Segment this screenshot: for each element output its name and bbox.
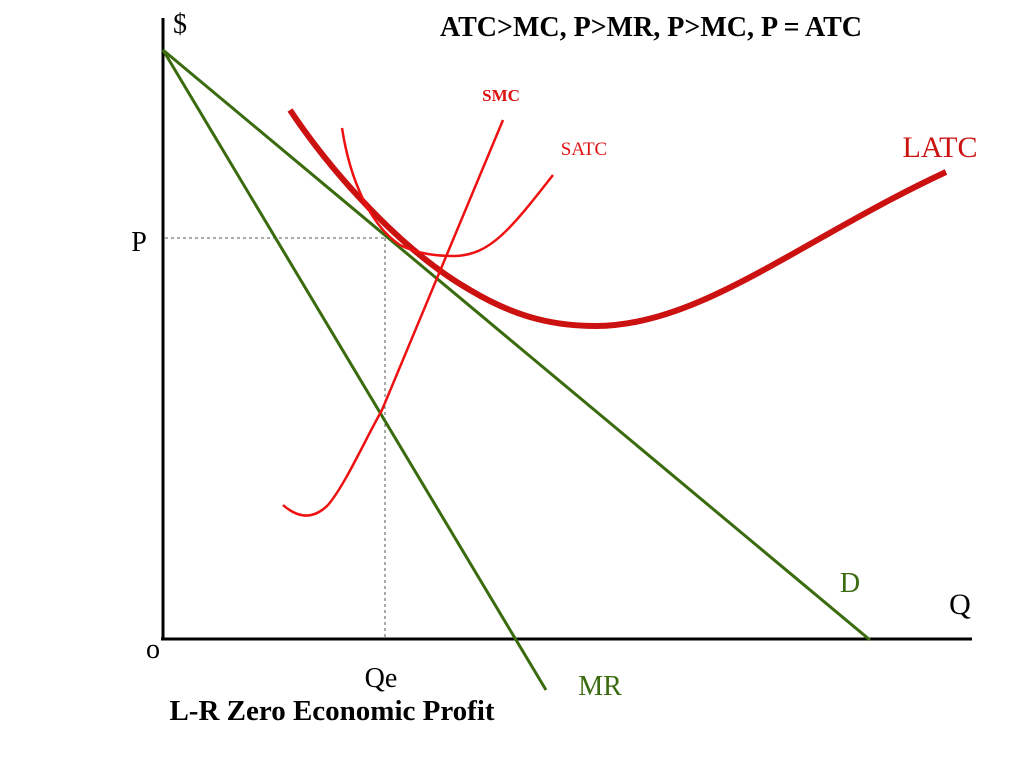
demand-curve bbox=[162, 48, 871, 642]
diagram-title: ATC>MC, P>MR, P>MC, P = ATC bbox=[440, 12, 862, 43]
x-axis-label: Q bbox=[949, 588, 971, 621]
origin-label: o bbox=[146, 634, 160, 665]
y-axis-label: $ bbox=[173, 9, 187, 40]
satc-label: SATC bbox=[561, 139, 607, 160]
price-label: P bbox=[131, 227, 147, 258]
mr-label: MR bbox=[578, 671, 622, 702]
diagram-caption: L-R Zero Economic Profit bbox=[169, 695, 494, 727]
latc-curve bbox=[287, 108, 948, 330]
smc-label: SMC bbox=[482, 86, 520, 105]
mr-curve bbox=[161, 49, 548, 691]
demand-label: D bbox=[840, 568, 860, 599]
satc-curve bbox=[340, 127, 554, 258]
quantity-label: Qe bbox=[365, 663, 398, 694]
smc-curve bbox=[282, 119, 505, 517]
latc-label: LATC bbox=[903, 131, 978, 164]
